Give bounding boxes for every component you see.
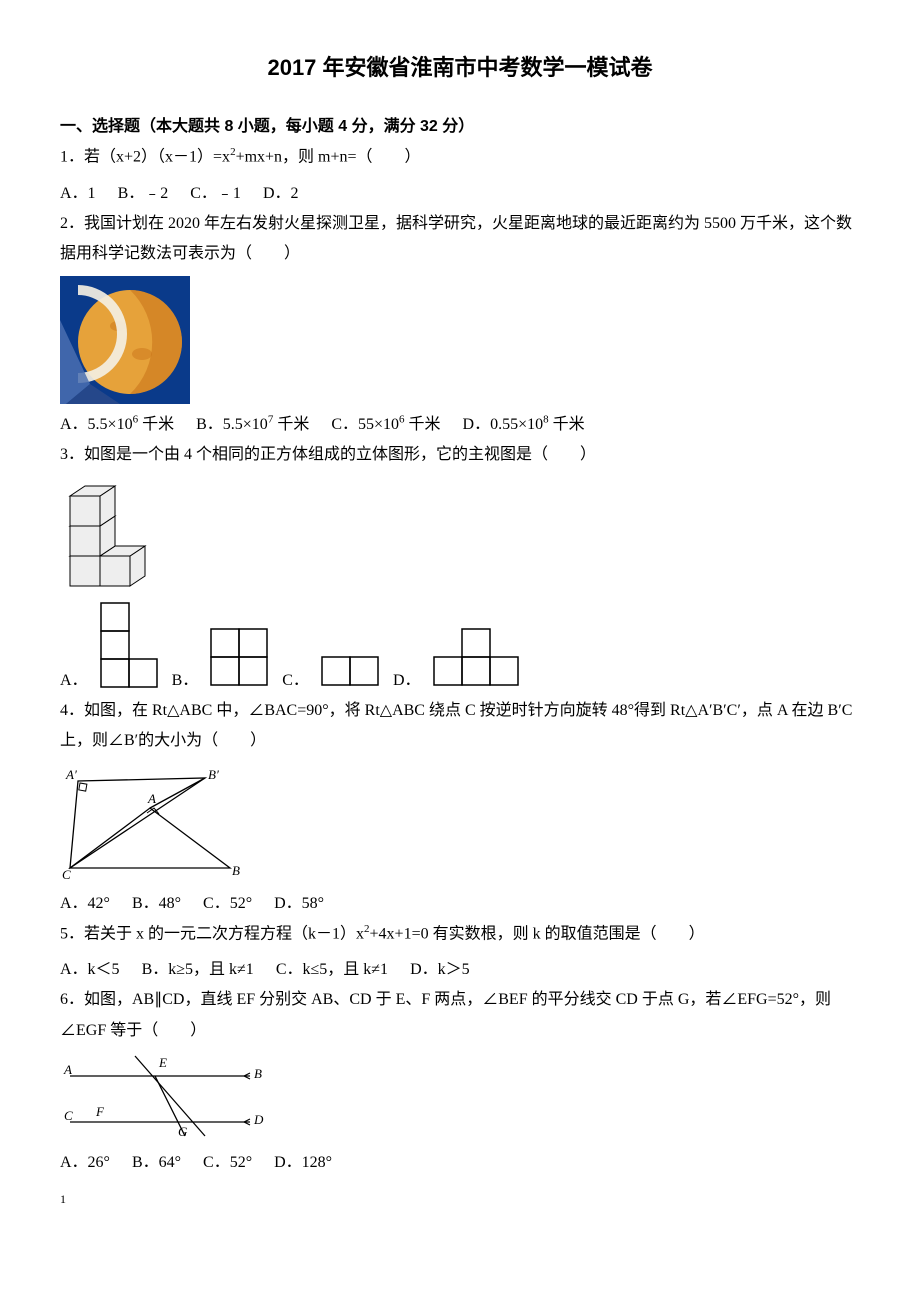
q5-opt-b: B．k≥5，且 k≠1 (142, 961, 254, 978)
q3-figure-solid (60, 476, 860, 596)
page-title: 2017 年安徽省淮南市中考数学一模试卷 (60, 50, 860, 82)
q5-options: A．k＜5 B．k≥5，且 k≠1 C．k≤5，且 k≠1 D．k＞5 (60, 955, 860, 979)
q3-opt-d-label: D． (393, 666, 421, 690)
q1-stem-b: +mx+n，则 m+n=（ ） (236, 148, 421, 165)
q5-stem-a: 5．若关于 x 的一元二次方程方程（k－1）x (60, 925, 364, 942)
q1-opt-d: D．2 (263, 185, 299, 202)
q4-options: A．42° B．48° C．52° D．58° (60, 889, 860, 913)
q5-stem-b: +4x+1=0 有实数根，则 k 的取值范围是（ ） (370, 925, 705, 942)
q6-options: A．26° B．64° C．52° D．128° (60, 1148, 860, 1172)
question-3: 3．如图是一个由 4 个相同的正方体组成的立体图形，它的主视图是（ ） (60, 440, 860, 470)
q3-opt-c-fig (321, 656, 383, 690)
svg-text:A: A (63, 1062, 72, 1077)
q4-opt-c: C．52° (203, 895, 252, 912)
q2-b-post: 千米 (273, 416, 309, 433)
q2-b-pre: B．5.5×10 (196, 416, 268, 433)
q2-opt-a: A．5.5×106 千米 (60, 416, 174, 433)
q2-d-pre: D．0.55×10 (463, 416, 544, 433)
svg-text:B: B (232, 863, 240, 878)
q6-opt-a: A．26° (60, 1154, 110, 1171)
q3-opt-d-fig (433, 628, 523, 690)
q3-opt-a-label: A． (60, 666, 88, 690)
q5-opt-a: A．k＜5 (60, 961, 120, 978)
q5-opt-c: C．k≤5，且 k≠1 (276, 961, 388, 978)
svg-text:E: E (158, 1055, 167, 1070)
svg-text:A′: A′ (65, 767, 77, 782)
q2-figure-mars (60, 276, 860, 404)
q2-c-post: 千米 (405, 416, 441, 433)
q2-d-post: 千米 (549, 416, 585, 433)
page-number: 1 (60, 1192, 860, 1207)
question-6: 6．如图，AB∥CD，直线 EF 分别交 AB、CD 于 E、F 两点，∠BEF… (60, 985, 860, 1046)
q1-opt-c: C．﹣1 (190, 185, 241, 202)
q1-opt-b: B．﹣2 (118, 185, 169, 202)
svg-text:C: C (64, 1108, 73, 1123)
question-1: 1．若（x+2）（x－1）=x2+mx+n，则 m+n=（ ） (60, 142, 860, 173)
svg-text:G: G (178, 1124, 188, 1139)
q2-opt-b: B．5.5×107 千米 (196, 416, 309, 433)
q4-opt-d: D．58° (274, 895, 324, 912)
q2-opt-c: C．55×106 千米 (331, 416, 440, 433)
svg-text:D: D (253, 1112, 264, 1127)
question-2: 2．我国计划在 2020 年左右发射火星探测卫星，据科学研究，火星距离地球的最近… (60, 209, 860, 270)
q6-figure: A B C D E F G (60, 1052, 860, 1142)
svg-text:B: B (254, 1066, 262, 1081)
q4-figure: A′ B′ A C B (60, 763, 860, 883)
q2-options: A．5.5×106 千米 B．5.5×107 千米 C．55×106 千米 D．… (60, 410, 860, 434)
q1-stem-a: 1．若（x+2）（x－1）=x (60, 148, 230, 165)
q6-opt-b: B．64° (132, 1154, 181, 1171)
question-4: 4．如图，在 Rt△ABC 中，∠BAC=90°，将 Rt△ABC 绕点 C 按… (60, 696, 860, 757)
q3-opt-a-fig (100, 602, 162, 690)
q6-opt-d: D．128° (274, 1154, 332, 1171)
svg-text:B′: B′ (208, 767, 219, 782)
q1-opt-a: A．1 (60, 185, 96, 202)
q5-opt-d: D．k＞5 (410, 961, 470, 978)
q3-opt-b-fig (210, 628, 272, 690)
q2-opt-d: D．0.55×108 千米 (463, 416, 585, 433)
q1-options: A．1 B．﹣2 C．﹣1 D．2 (60, 179, 860, 203)
svg-text:F: F (95, 1104, 105, 1119)
q4-opt-a: A．42° (60, 895, 110, 912)
section-1-heading: 一、选择题（本大题共 8 小题，每小题 4 分，满分 32 分） (60, 112, 860, 136)
q3-opt-c-label: C． (282, 666, 309, 690)
question-5: 5．若关于 x 的一元二次方程方程（k－1）x2+4x+1=0 有实数根，则 k… (60, 919, 860, 950)
svg-text:A: A (147, 791, 156, 806)
q4-opt-b: B．48° (132, 895, 181, 912)
q2-a-post: 千米 (138, 416, 174, 433)
q3-options: A． B． C． D． (60, 602, 860, 690)
svg-text:C: C (62, 867, 71, 882)
q3-opt-b-label: B． (172, 666, 199, 690)
q2-a-pre: A．5.5×10 (60, 416, 133, 433)
q6-opt-c: C．52° (203, 1154, 252, 1171)
q2-c-pre: C．55×10 (331, 416, 399, 433)
